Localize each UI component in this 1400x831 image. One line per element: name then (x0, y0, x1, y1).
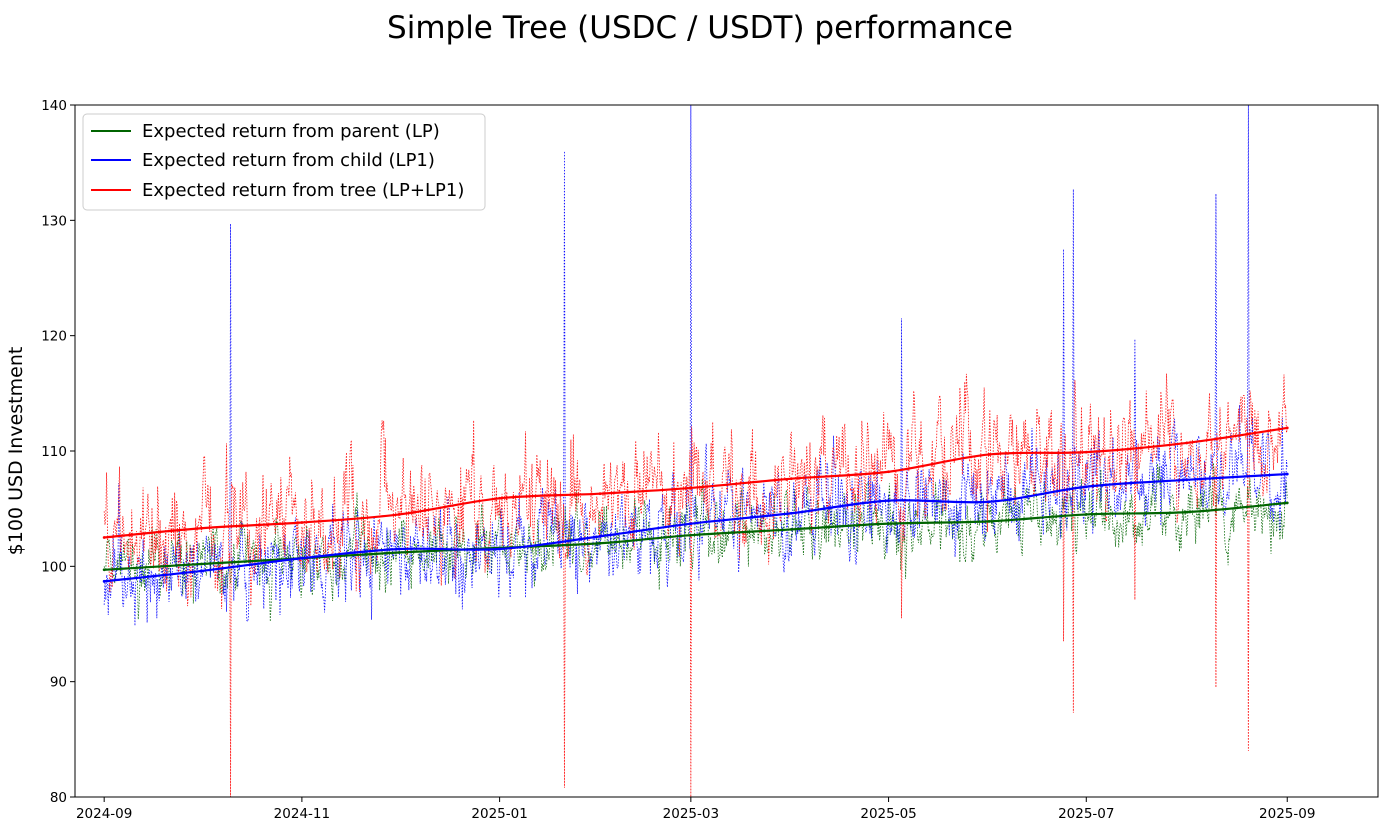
data-point-child (300, 556, 304, 560)
data-point-child (397, 547, 401, 551)
data-point-parent (1285, 501, 1289, 505)
y-axis-label: $100 USD Investment (5, 347, 27, 556)
x-tick-label: 2024-09 (76, 806, 132, 822)
x-tick-label: 2024-11 (274, 806, 330, 822)
y-tick-label: 90 (50, 675, 67, 691)
legend-label-child: Expected return from child (LP1) (142, 150, 435, 171)
data-point-tree (789, 477, 793, 481)
x-tick-label: 2025-01 (471, 806, 527, 822)
data-point-child (987, 500, 991, 504)
legend-box (82, 113, 486, 211)
x-tick-label: 2025-07 (1058, 806, 1114, 822)
data-point-tree (1185, 441, 1189, 445)
data-point-tree (397, 513, 401, 516)
y-tick-label: 130 (41, 213, 67, 229)
legend-label-tree: Expected return from tree (LP+LP1) (142, 180, 464, 201)
data-point-child (887, 499, 890, 502)
data-point-tree (1285, 426, 1289, 430)
data-point-tree (200, 526, 203, 530)
y-tick-label: 100 (41, 559, 67, 575)
data-point-parent (102, 568, 106, 572)
data-point-parent (987, 519, 991, 523)
data-point-child (789, 511, 793, 515)
daily-values-parent (103, 462, 1288, 622)
x-axis: 2024-09 2024-11 2025-01 2025-03 2025-05 2025-… (76, 797, 1315, 822)
y-tick-label: 110 (41, 444, 67, 460)
y-tick-label: 80 (50, 790, 67, 806)
legend: Expected return from parent (LP) Expecte… (82, 113, 486, 211)
data-point-parent (200, 562, 203, 566)
y-tick-label: 120 (41, 329, 67, 345)
data-point-tree (887, 470, 890, 474)
data-point-parent (887, 522, 890, 526)
smoothed-lines-layer (102, 426, 1289, 583)
legend-label-parent: Expected return from parent (LP) (142, 121, 440, 142)
x-tick-label: 2025-03 (663, 806, 719, 822)
data-point-tree (498, 496, 502, 500)
data-point-child (598, 534, 602, 538)
data-point-parent (789, 528, 793, 531)
data-point-parent (689, 533, 693, 537)
daily-values-tree (103, 373, 1288, 797)
data-point-child (1084, 485, 1088, 489)
x-tick-label: 2025-09 (1259, 806, 1315, 822)
data-point-tree (987, 453, 991, 456)
y-tick-label: 140 (41, 98, 67, 114)
data-point-child (200, 569, 203, 573)
data-point-child (1285, 472, 1289, 476)
data-point-parent (397, 551, 401, 554)
data-point-parent (1185, 510, 1189, 514)
data-point-parent (598, 541, 602, 545)
data-point-child (1185, 478, 1189, 482)
data-point-child (102, 579, 106, 583)
data-point-parent (1084, 513, 1088, 516)
daily-values-layer (103, 105, 1288, 797)
data-point-child (498, 547, 502, 551)
data-point-tree (598, 492, 602, 496)
y-axis: 80 90 100 110 120 130 140 (41, 98, 75, 806)
chart-title: Simple Tree (USDC / USDT) performance (387, 10, 1013, 46)
data-point-tree (1084, 450, 1088, 454)
data-point-child (689, 522, 693, 526)
x-tick-label: 2025-05 (860, 806, 916, 822)
data-point-tree (689, 486, 693, 490)
data-point-tree (102, 536, 106, 539)
data-point-tree (300, 521, 304, 524)
